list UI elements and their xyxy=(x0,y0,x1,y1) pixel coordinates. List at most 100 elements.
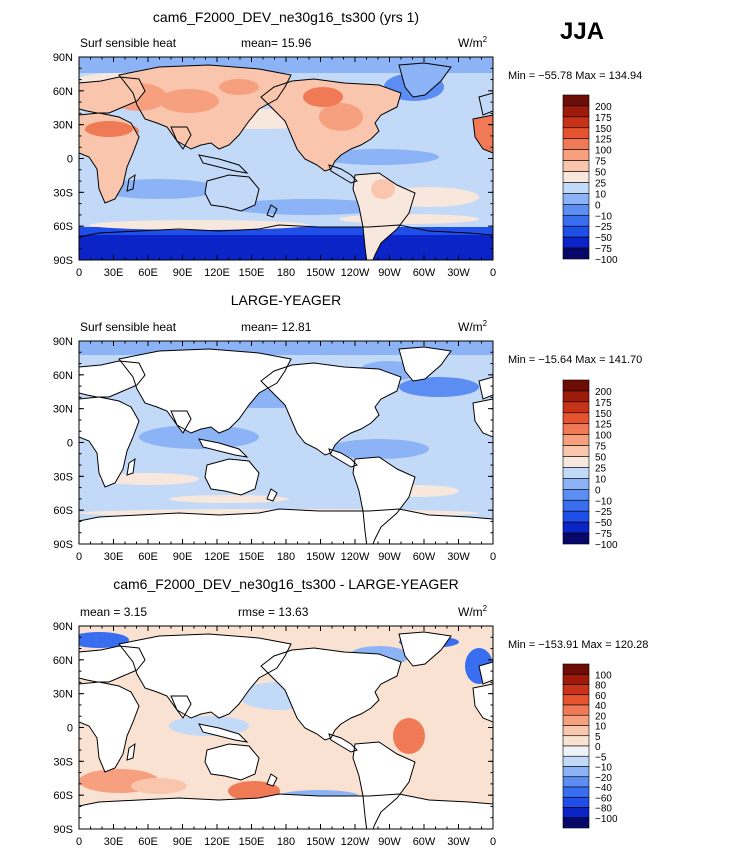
lon-tick-label: 0 xyxy=(76,551,82,563)
colorbar-label: 100 xyxy=(595,431,612,442)
colorbar-swatch xyxy=(562,663,590,675)
lon-tick-label: 90W xyxy=(378,551,401,563)
lat-tick-label: 60N xyxy=(53,655,73,667)
panel-title: LARGE-YEAGER xyxy=(231,292,341,308)
lat-tick-label: 30N xyxy=(53,689,73,701)
colorbar-label: 75 xyxy=(595,157,607,168)
colorbar-swatch xyxy=(562,467,590,479)
colorbar-label: −10 xyxy=(595,496,612,507)
lat-tick-label: 90N xyxy=(53,336,73,348)
lon-tick-label: 150W xyxy=(306,836,335,848)
colorbar-swatch xyxy=(562,684,590,696)
colorbar-swatch xyxy=(562,236,590,249)
colorbar-label: 175 xyxy=(595,113,612,124)
colorbar-swatch xyxy=(562,390,590,403)
lon-tick-label: 30W xyxy=(447,551,470,563)
colorbar-swatch xyxy=(562,204,590,216)
lon-tick-label: 90W xyxy=(378,836,401,848)
colorbar-swatch xyxy=(562,786,590,798)
lon-tick-label: 60W xyxy=(413,551,436,563)
lat-tick-label: 90N xyxy=(53,52,73,64)
lon-tick-label: 180 xyxy=(277,836,295,848)
lat-tick-label: 30S xyxy=(53,471,73,483)
panel-rmse-label: rmse = 13.63 xyxy=(238,605,309,619)
colorbar-swatch xyxy=(562,105,590,118)
colorbar-swatch xyxy=(562,521,590,534)
colorbar-swatch xyxy=(562,160,590,172)
colorbar-swatch xyxy=(562,423,590,435)
colorbar-swatch xyxy=(562,755,590,767)
lat-tick-label: 30S xyxy=(53,756,73,768)
lat-tick-label: 90S xyxy=(53,539,73,551)
colorbar-swatch xyxy=(562,214,590,227)
lat-tick-label: 30N xyxy=(53,120,73,132)
panel-title: cam6_F2000_DEV_ne30g16_ts300 (yrs 1) xyxy=(153,9,419,25)
colorbar-swatch xyxy=(562,445,590,457)
colorbar-label: 125 xyxy=(595,420,612,431)
colorbar-label: 75 xyxy=(595,442,607,453)
colorbar-swatch xyxy=(562,745,590,757)
units-label: W/m2 xyxy=(458,319,488,334)
colorbar-label: 10 xyxy=(595,722,607,733)
colorbar-label: −10 xyxy=(595,211,612,222)
lat-tick-label: 30N xyxy=(53,404,73,416)
colorbar-label: 100 xyxy=(595,670,612,681)
colorbar-swatch xyxy=(562,478,590,490)
lon-tick-label: 30E xyxy=(104,267,124,279)
lon-tick-label: 60E xyxy=(138,267,158,279)
lon-tick-label: 120E xyxy=(204,551,230,563)
colorbar-label: 175 xyxy=(595,398,612,409)
min-max-label: Min = −153.91 Max = 120.28 xyxy=(508,639,648,651)
panel-1: cam6_F2000_DEV_ne30g16_ts300 (yrs 1) Surf… xyxy=(53,9,642,279)
colorbar-label: 40 xyxy=(595,701,607,712)
lon-tick-label: 90E xyxy=(173,551,193,563)
units-label: W/m2 xyxy=(458,604,488,619)
colorbar-label: 10 xyxy=(595,474,607,485)
colorbar-swatch xyxy=(562,735,590,747)
colorbar-label: −50 xyxy=(595,518,612,529)
colorbar-swatch xyxy=(562,116,590,129)
colorbar-label: −25 xyxy=(595,507,612,518)
colorbar-swatch xyxy=(562,796,590,808)
colorbar-label: 0 xyxy=(595,485,601,496)
panel-variable-label: Surf sensible heat xyxy=(80,320,177,334)
colorbar-label: −75 xyxy=(595,244,612,255)
lon-tick-label: 30W xyxy=(447,267,470,279)
lat-tick-label: 0 xyxy=(67,723,73,735)
colorbar-label: −5 xyxy=(595,752,607,763)
lat-tick-label: 60S xyxy=(53,790,73,802)
colorbar-swatch xyxy=(562,379,590,392)
colorbar-label: 50 xyxy=(595,453,607,464)
lon-tick-label: 120E xyxy=(204,267,230,279)
lat-tick-label: 60N xyxy=(53,86,73,98)
colorbar-swatch xyxy=(562,766,590,778)
colorbar-label: −100 xyxy=(595,540,618,551)
lon-tick-label: 150E xyxy=(239,267,265,279)
lon-tick-label: 180 xyxy=(277,267,295,279)
lon-tick-label: 60E xyxy=(138,836,158,848)
lat-tick-label: 60N xyxy=(53,370,73,382)
colorbar-swatch xyxy=(562,510,590,523)
colorbar-swatch xyxy=(562,807,590,819)
lon-tick-label: 0 xyxy=(76,836,82,848)
colorbar-label: 10 xyxy=(595,189,607,200)
colorbar-label: 50 xyxy=(595,168,607,179)
colorbar-swatch xyxy=(562,171,590,183)
lon-tick-label: 0 xyxy=(76,267,82,279)
lon-tick-label: 150W xyxy=(306,267,335,279)
colorbar-swatch xyxy=(562,401,590,414)
colorbar-swatch xyxy=(562,704,590,716)
panel-title: cam6_F2000_DEV_ne30g16_ts300 - LARGE-YEA… xyxy=(113,576,459,592)
season-label: JJA xyxy=(560,18,605,45)
lon-tick-label: 150E xyxy=(239,551,265,563)
colorbar-label: 0 xyxy=(595,742,601,753)
lon-tick-label: 60W xyxy=(413,267,436,279)
lon-tick-label: 30E xyxy=(104,836,124,848)
colorbar-swatch xyxy=(562,138,590,150)
